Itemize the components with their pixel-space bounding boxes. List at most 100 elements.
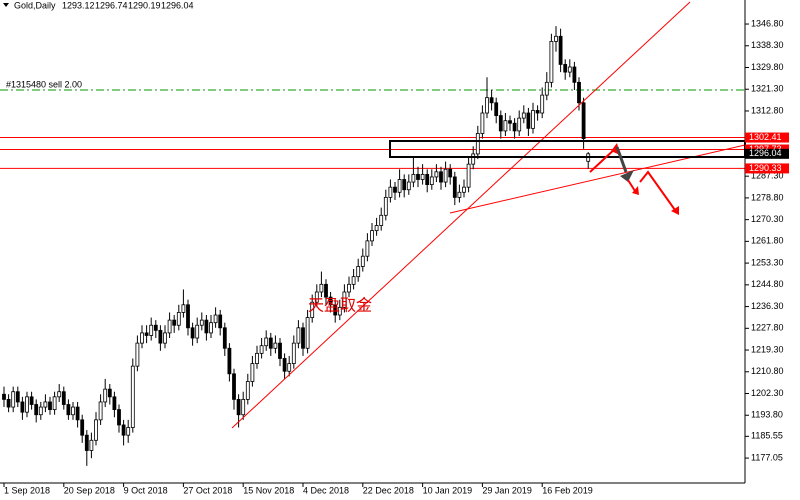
candle-body <box>314 291 319 303</box>
candle-body <box>452 176 457 198</box>
candle-body <box>434 171 439 178</box>
y-tick-label: 1338.30 <box>751 40 784 50</box>
candle-body <box>25 396 29 413</box>
candle-body <box>480 112 485 134</box>
candle-body <box>66 404 71 416</box>
x-tick-label: 27 Oct 2018 <box>183 485 232 495</box>
candle-body <box>517 117 522 132</box>
y-tick-label: 1346.80 <box>751 18 784 28</box>
candle-body <box>181 304 186 313</box>
y-tick-label: 1270.30 <box>751 214 784 224</box>
candle-body <box>406 181 411 191</box>
candle-body <box>149 324 154 336</box>
x-tick-label: 9 Oct 2018 <box>124 485 168 495</box>
candle-body <box>241 398 246 416</box>
candle-body <box>310 301 315 318</box>
candle-body <box>351 276 356 285</box>
candle-body <box>420 173 425 180</box>
candle-body <box>429 176 434 186</box>
candle-body <box>531 110 535 129</box>
candle-body <box>282 358 287 372</box>
x-tick-label: 20 Sep 2018 <box>64 485 115 495</box>
candle-body <box>172 319 177 326</box>
candle-body <box>34 404 39 416</box>
candle-body <box>117 409 121 426</box>
candle-body <box>333 304 338 316</box>
candle-body <box>94 419 98 441</box>
candle-body <box>167 319 172 334</box>
arrow-head <box>620 170 634 182</box>
y-tick-label: 1261.80 <box>751 236 784 246</box>
candle-body <box>347 283 351 293</box>
candle-body <box>199 319 204 326</box>
candle-body <box>416 173 420 180</box>
candle-body <box>521 112 526 119</box>
candle-body <box>57 391 62 398</box>
candle-body <box>388 186 393 198</box>
candle-body <box>540 94 545 114</box>
candle-body <box>287 363 292 372</box>
candle-body <box>439 171 443 183</box>
x-tick-label: 22 Dec 2018 <box>363 485 414 495</box>
candle-body <box>494 102 499 116</box>
candle-body <box>98 401 103 421</box>
chart-title: Gold,Daily <box>14 0 56 10</box>
candle-body <box>581 102 586 139</box>
candle-body <box>135 342 140 367</box>
candle-body <box>20 401 25 413</box>
candle-body <box>259 345 264 354</box>
candle-body <box>554 35 558 42</box>
candle-body <box>195 324 200 339</box>
candle-body <box>130 365 135 428</box>
x-tick-label: 15 Nov 2018 <box>243 485 294 495</box>
candle-body <box>186 304 190 329</box>
x-tick-label: 10 Jan 2019 <box>423 485 473 495</box>
candle-body <box>567 66 572 73</box>
candle-body <box>140 332 144 344</box>
x-tick-label: 4 Dec 2018 <box>303 485 349 495</box>
arrow <box>639 170 676 211</box>
candle-body <box>301 327 305 349</box>
candle-body <box>402 179 407 191</box>
candle-body <box>411 173 416 183</box>
candle-body <box>457 191 462 198</box>
y-tick-label: 1287.30 <box>751 171 784 181</box>
level-label: 1290.33 <box>749 163 782 173</box>
candle-body <box>471 153 476 165</box>
candle-body <box>291 342 296 364</box>
candle-body <box>572 66 577 83</box>
y-tick-label: 1193.80 <box>751 410 783 420</box>
candle-body <box>425 173 430 186</box>
candle-body <box>360 255 365 267</box>
level-tag <box>745 163 789 174</box>
candle-body <box>337 306 342 316</box>
candle-body <box>319 283 324 293</box>
y-tick-label: 1236.30 <box>751 301 784 311</box>
candle-body <box>577 81 581 104</box>
candle-body <box>508 120 512 124</box>
candle-body <box>144 332 149 336</box>
level-label: 1302.41 <box>749 132 782 142</box>
arrow-head <box>671 206 679 215</box>
menu-icon[interactable] <box>3 3 9 7</box>
candle-body <box>544 81 549 96</box>
candle-body <box>356 266 361 278</box>
candle-body <box>526 112 531 129</box>
order-label: #1315480 sell 2.00 <box>6 79 82 89</box>
candle-body <box>278 342 282 359</box>
candle-body <box>84 434 89 451</box>
candle-body <box>393 186 397 193</box>
y-tick-label: 1227.80 <box>751 323 784 333</box>
candle-body <box>365 240 370 257</box>
y-tick-label: 1202.30 <box>751 388 784 398</box>
candle-body <box>305 317 310 349</box>
candle-body <box>370 230 374 242</box>
candle-body <box>204 319 209 334</box>
candle-body <box>11 391 16 408</box>
candle-body <box>209 322 213 334</box>
candle-body <box>121 424 126 436</box>
candle-body <box>103 388 108 403</box>
y-tick-label: 1253.30 <box>751 257 784 267</box>
candle-body <box>29 396 34 405</box>
